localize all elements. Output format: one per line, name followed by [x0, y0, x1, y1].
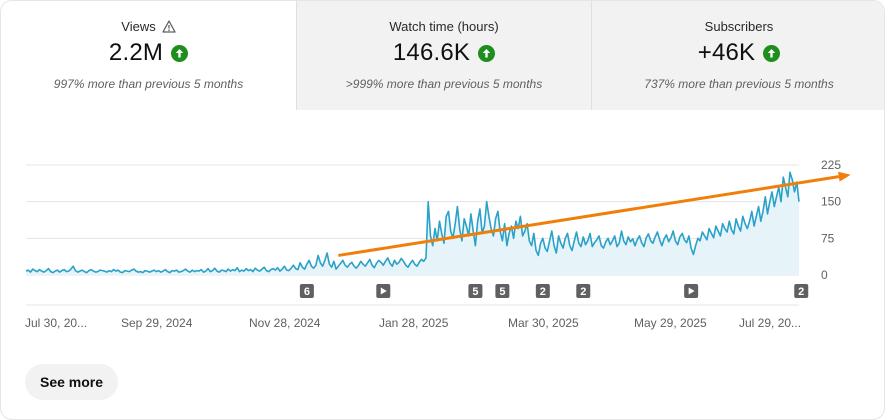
marker-count: 2: [580, 286, 586, 298]
x-tick-label: Jan 28, 2025: [379, 316, 449, 330]
x-tick-label: Sep 29, 2024: [121, 316, 193, 330]
marker-count: 2: [798, 286, 804, 298]
y-tick-label: 0: [821, 268, 828, 282]
trend-arrow: [338, 171, 851, 257]
metric-subscribers-value: +46K: [697, 39, 756, 66]
series-line: [25, 171, 800, 274]
y-tick-label: 75: [821, 231, 835, 245]
chart-svg: 225 150 75 0 6 5 5 2 2 2 Jul 30, 20... Sep 29, 20…: [25, 158, 851, 330]
chart-series: [25, 171, 800, 275]
metric-watch-time-value: 146.6K: [392, 39, 471, 66]
marker-count: 5: [472, 286, 478, 298]
play-icon: [380, 287, 387, 295]
x-tick-label: Nov 28, 2024: [249, 316, 321, 330]
views-chart: 225 150 75 0 6 5 5 2 2 2 Jul 30, 20... Sep 29, 20…: [1, 141, 884, 341]
metric-subscribers[interactable]: Subscribers +46K 737% more than previous…: [591, 1, 884, 110]
upload-count-marker[interactable]: 6: [299, 284, 314, 298]
x-tick-label: May 29, 2025: [634, 316, 707, 330]
metric-views[interactable]: Views 2.2M 997% more than previous 5 mon…: [1, 1, 296, 110]
metric-watch-time-label: Watch time (hours): [389, 19, 499, 34]
upload-count-marker[interactable]: 5: [468, 284, 483, 298]
x-tick-label: Jul 29, 20...: [739, 316, 801, 330]
video-marker[interactable]: [684, 284, 699, 298]
video-marker[interactable]: [376, 284, 391, 298]
trend-arrow-head: [838, 171, 851, 182]
y-axis-labels: 225 150 75 0: [821, 158, 841, 282]
upload-count-marker[interactable]: 5: [495, 284, 510, 298]
series-area: [26, 172, 799, 275]
metric-views-comparison: 997% more than previous 5 months: [53, 77, 244, 91]
metric-views-value: 2.2M: [108, 39, 164, 66]
metric-subscribers-comparison: 737% more than previous 5 months: [644, 77, 834, 91]
marker-count: 6: [304, 286, 310, 298]
metrics-row: Views 2.2M 997% more than previous 5 mon…: [1, 1, 884, 110]
see-more-button[interactable]: See more: [25, 364, 119, 400]
marker-count: 5: [499, 286, 505, 298]
marker-count: 2: [540, 286, 546, 298]
metric-subscribers-label: Subscribers: [704, 19, 774, 34]
chart-markers[interactable]: 6 5 5 2 2 2: [299, 284, 809, 298]
y-tick-label: 225: [821, 158, 841, 172]
trend-arrow-line: [338, 175, 840, 257]
x-axis-labels: Jul 30, 20... Sep 29, 2024 Nov 28, 2024 Jan…: [25, 316, 801, 330]
x-tick-label: Mar 30, 2025: [508, 316, 579, 330]
upload-count-marker[interactable]: 2: [794, 284, 809, 298]
warning-triangle-icon: [162, 20, 176, 33]
x-tick-label: Jul 30, 20...: [25, 316, 87, 330]
upload-count-marker[interactable]: 2: [535, 284, 550, 298]
metric-views-label: Views: [121, 19, 156, 34]
metric-watch-time[interactable]: Watch time (hours) 146.6K >999% more tha…: [296, 1, 591, 110]
y-tick-label: 150: [821, 195, 841, 209]
upload-count-marker[interactable]: 2: [576, 284, 591, 298]
metric-watch-time-comparison: >999% more than previous 5 months: [345, 77, 543, 91]
arrow-up-circle-icon: [171, 44, 189, 62]
arrow-up-circle-icon: [478, 44, 496, 62]
arrow-up-circle-icon: [763, 44, 781, 62]
play-icon: [688, 287, 695, 295]
